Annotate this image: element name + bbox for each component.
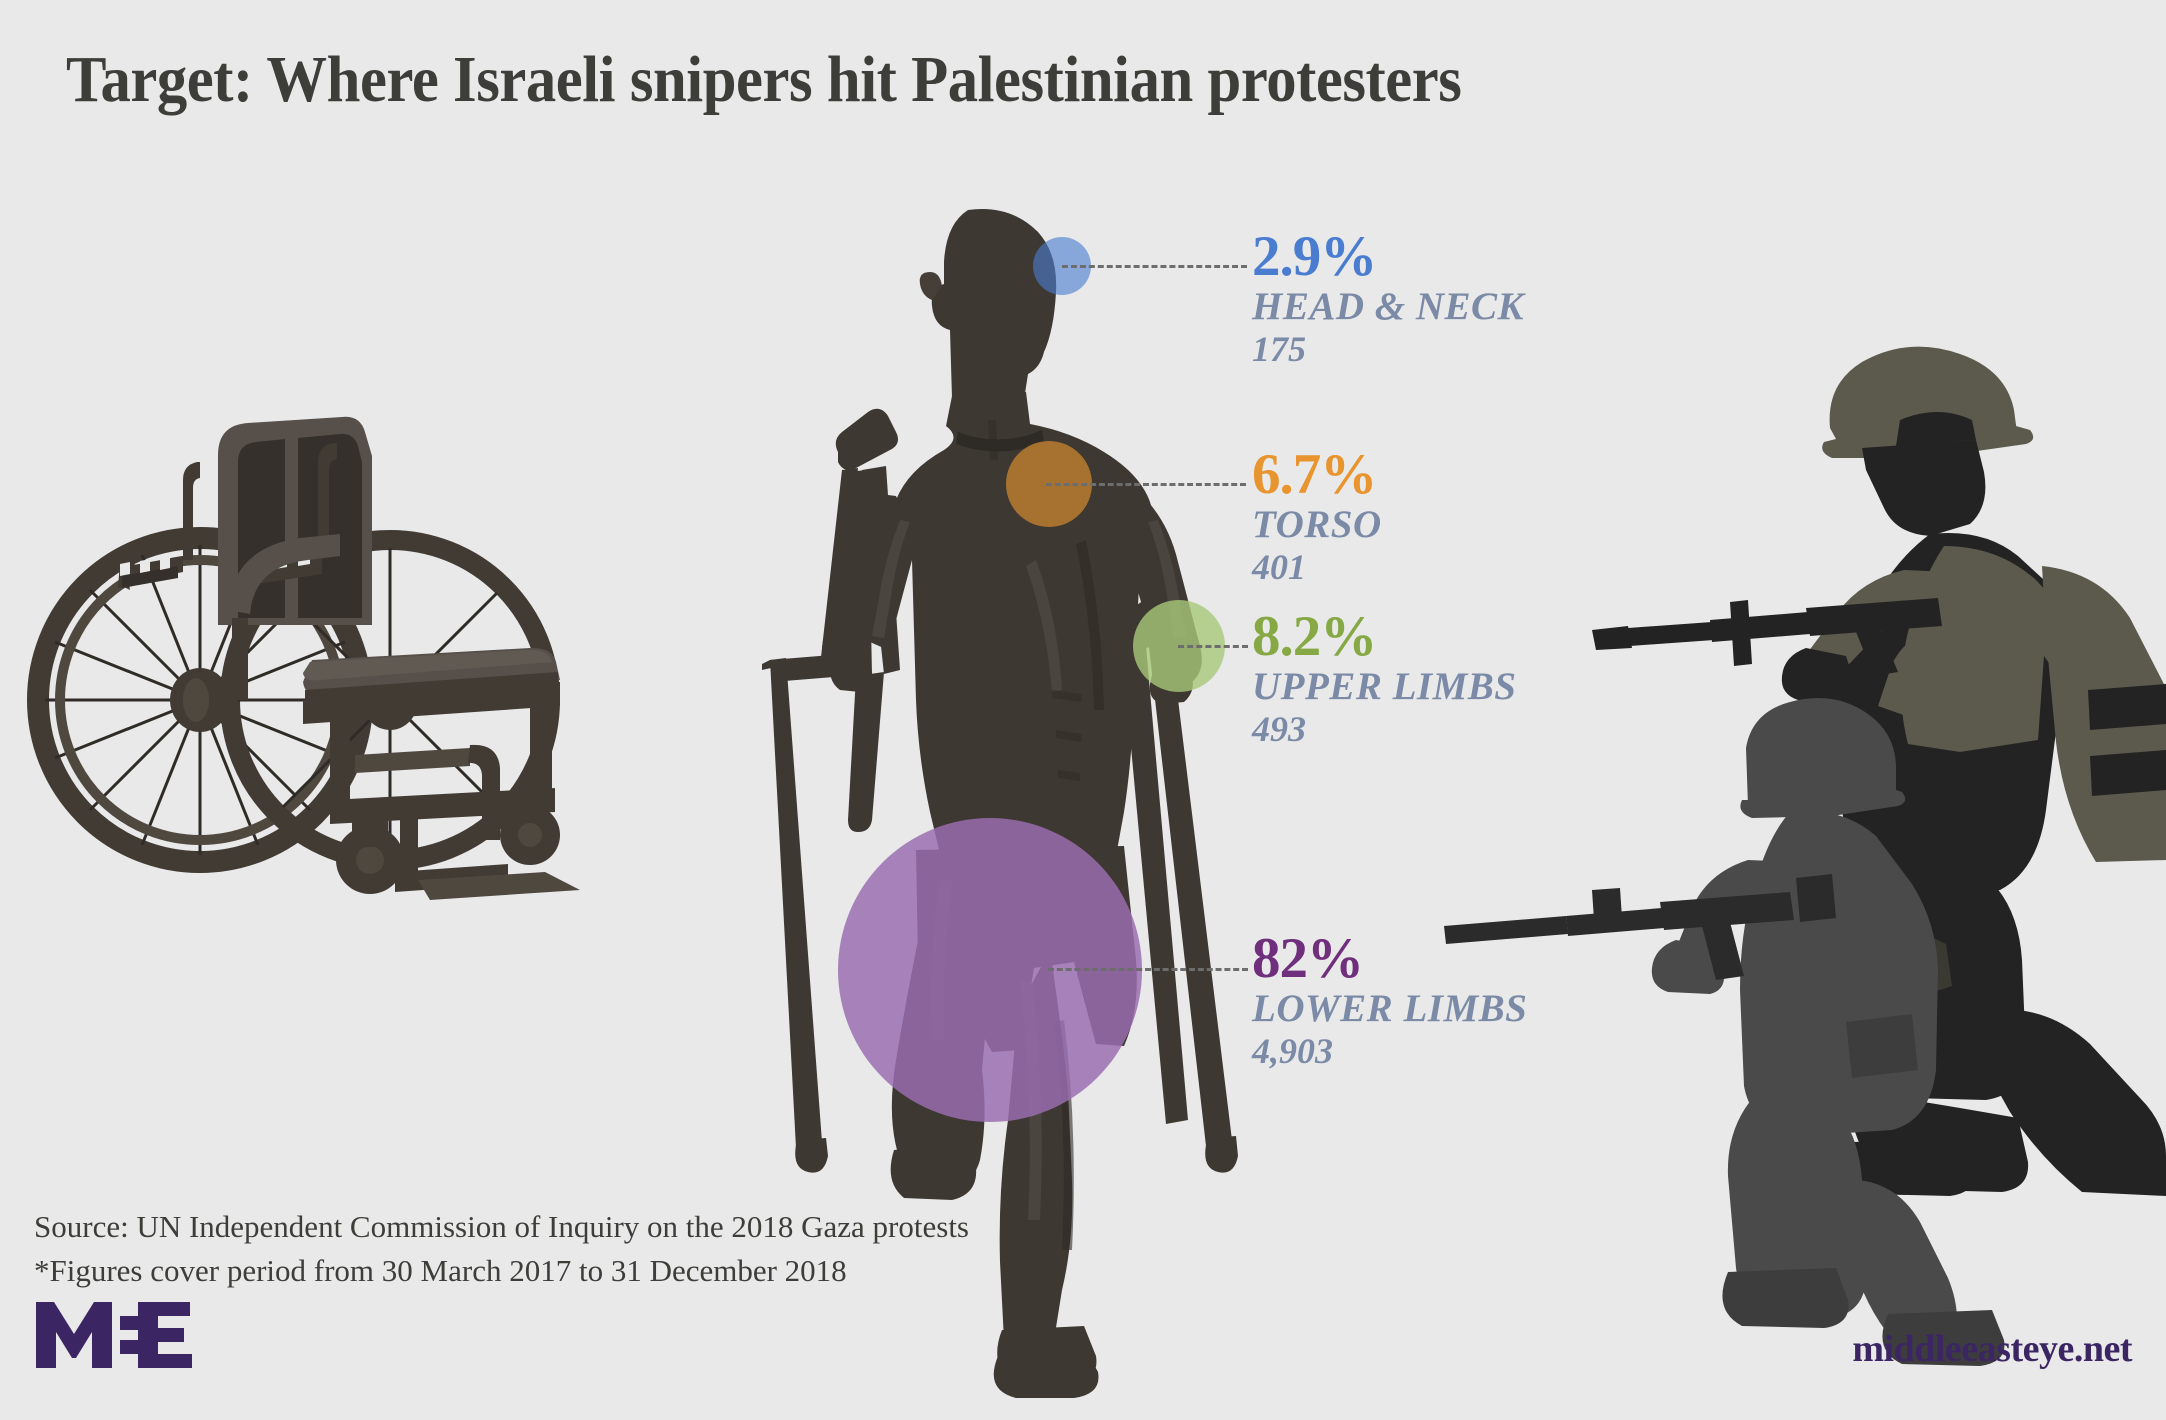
callout-torso: 6.7% TORSO 401: [1252, 446, 1382, 588]
callout-head-neck: 2.9% HEAD & NECK 175: [1252, 228, 1524, 370]
mee-logo: [34, 1300, 194, 1375]
figures-note-line: *Figures cover period from 30 March 2017…: [34, 1253, 847, 1289]
callout-percent-torso: 6.7%: [1252, 443, 1377, 506]
connector-head-neck: [1062, 265, 1247, 268]
callout-count-upper-limbs: 493: [1252, 708, 1306, 749]
callout-region-lower-limbs: LOWER LIMBS: [1252, 987, 1528, 1030]
callout-percent-lower-limbs: 82%: [1252, 927, 1364, 990]
callout-lower-limbs: 82% LOWER LIMBS 4,903: [1252, 930, 1527, 1072]
source-notes: Source: UN Independent Commission of Inq…: [34, 1205, 969, 1293]
callout-count-torso: 401: [1252, 546, 1306, 587]
source-line: Source: UN Independent Commission of Inq…: [34, 1209, 969, 1244]
callout-region-torso: TORSO: [1252, 503, 1382, 546]
callout-region-head-neck: HEAD & NECK: [1252, 285, 1525, 328]
connector-lower-limbs: [1048, 968, 1248, 971]
connector-torso: [1046, 483, 1246, 486]
callout-region-upper-limbs: UPPER LIMBS: [1252, 665, 1517, 708]
page-title: Target: Where Israeli snipers hit Palest…: [66, 43, 1462, 116]
callout-count-head-neck: 175: [1252, 328, 1306, 369]
callout-upper-limbs: 8.2% UPPER LIMBS 493: [1252, 608, 1516, 750]
callout-count-lower-limbs: 4,903: [1252, 1030, 1333, 1071]
site-url: middleeasteye.net: [1852, 1328, 2132, 1370]
callout-percent-upper-limbs: 8.2%: [1252, 605, 1377, 668]
connector-upper-limbs: [1178, 645, 1248, 648]
callout-percent-head-neck: 2.9%: [1252, 225, 1377, 288]
